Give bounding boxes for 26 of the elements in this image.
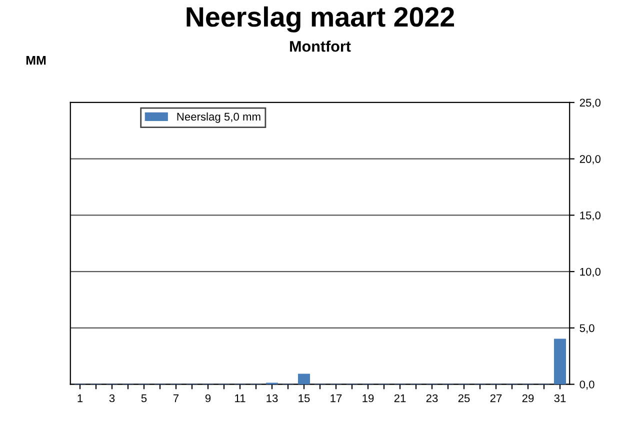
y-tick-label: 25,0 [580,98,601,108]
y-tick-label: 20,0 [580,155,601,164]
x-tick-label: 21 [394,394,406,402]
legend-label: Neerslag 5,0 mm [177,112,260,123]
x-tick-label: 7 [173,394,179,402]
x-tick-label: 27 [490,394,502,402]
x-tick-label: 5 [141,394,147,402]
y-tick-label: 0,0 [580,380,594,390]
x-tick-label: 15 [298,394,310,402]
x-tick-label: 31 [554,394,566,402]
chart-subtitle: Montfort [290,40,351,52]
x-tick-label: 23 [426,394,438,402]
x-tick-label: 29 [522,394,534,402]
x-tick-label: 13 [266,394,278,402]
x-tick-label: 9 [205,394,211,402]
x-tick-label: 11 [235,394,246,402]
y-tick-label: 5,0 [580,324,594,334]
x-tick-label: 1 [78,394,83,402]
x-tick-label: 3 [109,394,115,402]
x-tick-label: 25 [458,394,470,402]
chart-title: Neerslag maart 2022 [186,6,454,32]
y-tick-label: 15,0 [580,211,601,221]
y-axis-title: MM [26,56,46,65]
x-tick-label: 19 [362,394,374,402]
y-tick-label: 10,0 [580,268,601,278]
x-tick-label: 17 [330,394,342,402]
